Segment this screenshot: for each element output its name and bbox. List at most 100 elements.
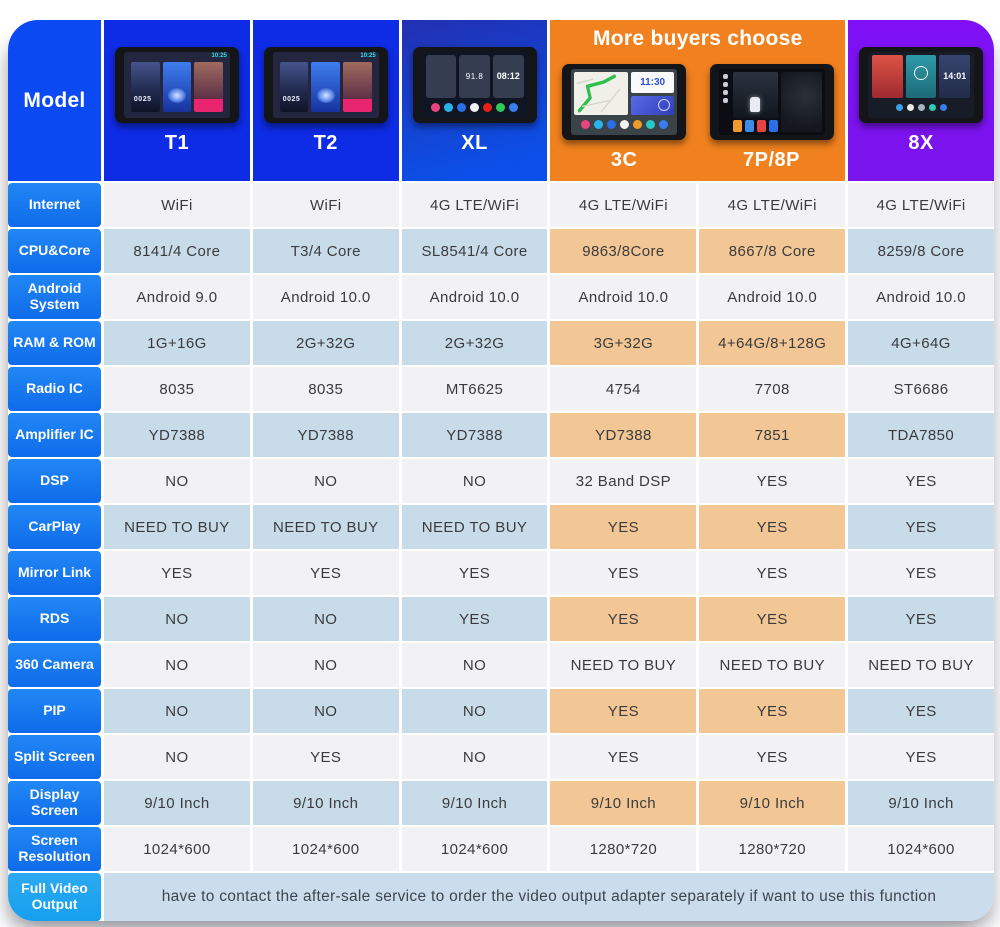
cell-radio-ic-col4: 4754 [550, 367, 697, 411]
row-label-display-screen: Display Screen [8, 781, 101, 825]
card-clock: 14:01 [943, 71, 967, 81]
device-screen: 11:30 [571, 69, 678, 135]
cell-rds-col4: YES [550, 597, 697, 641]
telegram-icon [593, 120, 603, 129]
cell-ram-rom-col2: 2G+32G [252, 321, 399, 365]
cell-360-camera-col3: NO [401, 643, 548, 687]
cell-dsp-col3: NO [401, 459, 548, 503]
cell-screen-resolution-col4: 1280*720 [550, 827, 697, 871]
status-time: 10:25 [360, 53, 376, 59]
more-buyers-banner: More buyers choose 11 [550, 20, 846, 181]
row-label-android-system: Android System [8, 275, 101, 319]
home-cards: 0025 [124, 61, 230, 118]
cell-dsp-col1: NO [104, 459, 250, 503]
music-card [194, 61, 223, 112]
device-xl: 91.8 08:12 [412, 46, 537, 123]
device-screen: 91.8 08:12 [421, 51, 528, 118]
comparison-table: Model 10:25 0025 T1 10:25 [8, 20, 994, 921]
cell-android-system-col4: Android 10.0 [550, 275, 697, 319]
media-widget [425, 54, 457, 98]
cell-amplifier-ic-col2: YD7388 [252, 413, 399, 457]
device-3c: 11:30 [562, 64, 687, 140]
device-screen: 14:01 [868, 51, 975, 118]
app-dock [574, 117, 674, 132]
device-screen [718, 69, 825, 135]
cell-split-screen-col3: NO [401, 735, 548, 779]
cell-split-screen-col1: NO [104, 735, 250, 779]
cell-dsp-col6: YES [848, 459, 994, 503]
cell-rds-col1: NO [104, 597, 250, 641]
cell-mirror-link-col3: YES [401, 551, 548, 595]
row-label-carplay: CarPlay [8, 505, 101, 549]
cell-split-screen-col4: YES [550, 735, 697, 779]
cell-dsp-col5: YES [699, 459, 846, 503]
cell-internet-col2: WiFi [252, 183, 399, 227]
cell-ram-rom-col1: 1G+16G [104, 321, 250, 365]
phone-icon [928, 103, 936, 111]
row-label-split-screen: Split Screen [8, 735, 101, 779]
screen-main [732, 72, 778, 132]
cell-screen-resolution-col5: 1280*720 [699, 827, 846, 871]
cell-carplay-col5: YES [699, 505, 846, 549]
youtube-icon [483, 102, 493, 112]
cell-amplifier-ic-col1: YD7388 [104, 413, 250, 457]
device-7p8p [709, 64, 834, 140]
cell-carplay-col2: NEED TO BUY [252, 505, 399, 549]
row-label-dsp: DSP [8, 459, 101, 503]
clock-card: 14:01 [939, 54, 971, 98]
cell-mirror-link-col1: YES [104, 551, 250, 595]
settings-icon [723, 98, 728, 103]
model-name-7p8p: 7P/8P [743, 149, 800, 171]
cell-dsp-col2: NO [252, 459, 399, 503]
cell-360-camera-col2: NO [252, 643, 399, 687]
cell-carplay-col6: YES [848, 505, 994, 549]
card-clock: 0025 [133, 95, 152, 103]
model-label: Model [23, 88, 86, 112]
cell-rds-col5: YES [699, 597, 846, 641]
column-header-8x: 14:01 8X [848, 20, 994, 181]
cell-dsp-col4: 32 Band DSP [550, 459, 697, 503]
map-widget [574, 72, 629, 115]
model-name-t1: T1 [164, 131, 190, 154]
music-card [343, 61, 372, 112]
cell-amplifier-ic-col3: YD7388 [401, 413, 548, 457]
map-widget [780, 72, 822, 132]
video-icon [895, 103, 903, 111]
apps-icon [509, 102, 519, 112]
cell-split-screen-col6: YES [848, 735, 994, 779]
column-header-t2: 10:25 0025 T2 [252, 20, 399, 181]
media-widget [631, 95, 675, 115]
model-header-cell: Model [8, 20, 101, 181]
model-name-3c: 3C [610, 149, 638, 171]
cell-carplay-col4: YES [550, 505, 697, 549]
cell-ram-rom-col6: 4G+64G [848, 321, 994, 365]
card-clock: 0025 [282, 95, 301, 103]
row-label-pip: PIP [8, 689, 101, 733]
banner-title: More buyers choose [593, 27, 803, 50]
row-label-rds: RDS [8, 597, 101, 641]
cell-android-system-col6: Android 10.0 [848, 275, 994, 319]
cell-radio-ic-col2: 8035 [252, 367, 399, 411]
cell-internet-col6: 4G LTE/WiFi [848, 183, 994, 227]
google-play-icon [496, 102, 506, 112]
cell-pip-col1: NO [104, 689, 250, 733]
cell-split-screen-col5: YES [699, 735, 846, 779]
device-screen: 10:25 0025 [272, 51, 379, 118]
device-t1: 10:25 0025 [114, 46, 239, 123]
cell-cpu-core-col4: 9863/8Core [550, 229, 697, 273]
cell-cpu-core-col5: 8667/8 Core [699, 229, 846, 273]
full-video-output-note: have to contact the after-sale service t… [104, 873, 994, 921]
cell-internet-col5: 4G LTE/WiFi [699, 183, 846, 227]
cell-android-system-col3: Android 10.0 [401, 275, 548, 319]
status-bar: 10:25 [273, 52, 379, 61]
cell-cpu-core-col1: 8141/4 Core [104, 229, 250, 273]
cell-carplay-col3: NEED TO BUY [401, 505, 548, 549]
clock-widget: 08:12 [492, 54, 524, 98]
cell-internet-col3: 4G LTE/WiFi [401, 183, 548, 227]
model-name-8x: 8X [908, 131, 934, 154]
banner-columns: 11:30 [550, 55, 845, 181]
cell-internet-col1: WiFi [104, 183, 250, 227]
cell-mirror-link-col6: YES [848, 551, 994, 595]
cell-screen-resolution-col3: 1024*600 [401, 827, 548, 871]
cell-radio-ic-col3: MT6625 [401, 367, 548, 411]
